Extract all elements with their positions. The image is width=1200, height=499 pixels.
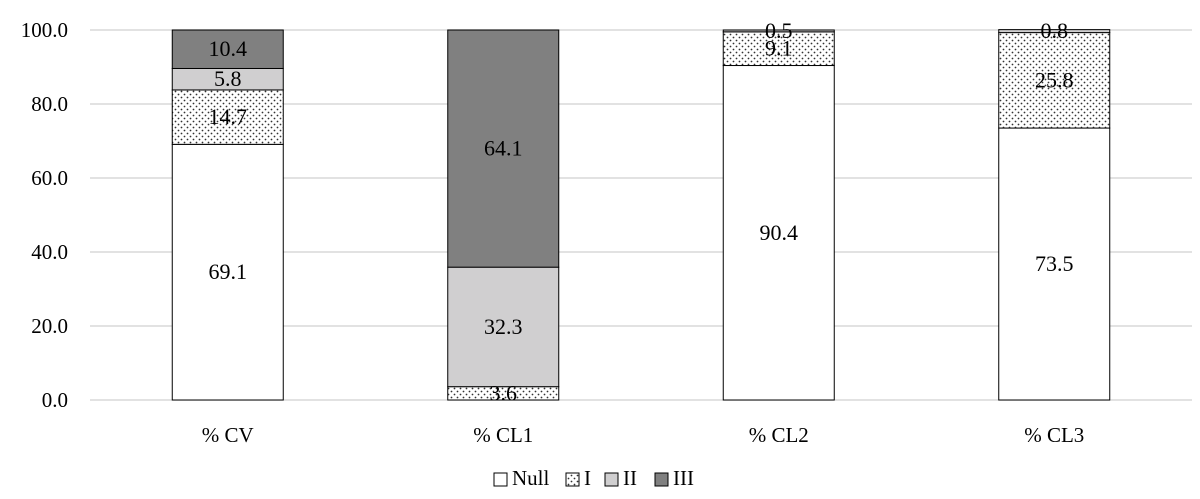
legend-swatch	[493, 472, 508, 487]
bar-segment	[722, 65, 835, 401]
x-tick-label: % CL2	[749, 423, 809, 447]
legend-label: Null	[512, 466, 550, 490]
legend-label: I	[584, 466, 591, 490]
legend-swatch	[654, 472, 669, 487]
y-tick-label: 40.0	[31, 240, 68, 264]
data-label: 10.4	[209, 36, 248, 61]
bar-segment	[998, 127, 1111, 401]
data-label: 32.3	[484, 314, 523, 339]
bars	[171, 29, 1111, 401]
legend-label: III	[673, 466, 694, 490]
y-axis: 0.0 20.0 40.0 60.0 80.0 100.0	[21, 18, 68, 412]
data-labels: 69.1 14.7 5.8 10.4 3.6 32.3 64.1 90.4 9.10.5 73.5…	[209, 18, 1074, 405]
data-label: 90.4	[760, 220, 799, 245]
data-label: 25.8	[1035, 67, 1074, 92]
data-label: 64.1	[484, 136, 523, 161]
bar-segment	[998, 32, 1111, 129]
bar-segment	[998, 29, 1111, 34]
x-tick-label: % CL1	[473, 423, 533, 447]
data-label: 14.7	[209, 104, 248, 129]
data-label: 0.5	[765, 18, 793, 43]
data-label: 69.1	[209, 259, 248, 284]
legend-label: II	[623, 466, 637, 490]
x-tick-label: % CL3	[1024, 423, 1084, 447]
legend: Null I II III	[493, 466, 694, 490]
y-tick-label: 80.0	[31, 92, 68, 116]
y-tick-label: 100.0	[21, 18, 68, 42]
bar-segment	[722, 31, 835, 67]
y-tick-label: 60.0	[31, 166, 68, 190]
bar-segment	[722, 29, 835, 33]
bar-segment	[447, 29, 560, 268]
bar-segment	[171, 89, 284, 145]
bar-segment	[171, 29, 284, 69]
data-label: 73.5	[1035, 251, 1074, 276]
legend-swatch	[565, 472, 580, 487]
x-tick-label: % CV	[202, 423, 254, 447]
data-label: 5.8	[214, 66, 242, 91]
data-label: 3.6	[490, 380, 518, 405]
data-label: 0.8	[1041, 18, 1069, 43]
y-tick-label: 20.0	[31, 314, 68, 338]
legend-swatch	[604, 472, 619, 487]
data-label: 9.1	[765, 36, 793, 61]
y-tick-label: 0.0	[42, 388, 68, 412]
x-axis: % CV % CL1 % CL2 % CL3	[202, 423, 1085, 447]
bar-segment	[171, 143, 284, 401]
